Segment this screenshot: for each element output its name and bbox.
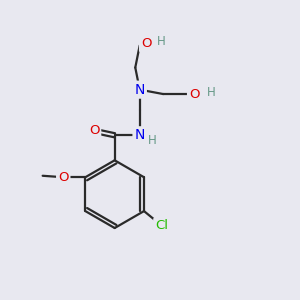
Text: H: H [207,86,215,99]
Text: N: N [134,82,145,97]
Text: Cl: Cl [155,219,168,232]
Text: O: O [58,171,68,184]
Text: O: O [189,88,200,100]
Text: H: H [157,35,165,48]
Text: N: N [134,128,145,142]
Text: H: H [148,134,156,147]
Text: O: O [89,124,99,137]
Text: O: O [141,38,152,50]
